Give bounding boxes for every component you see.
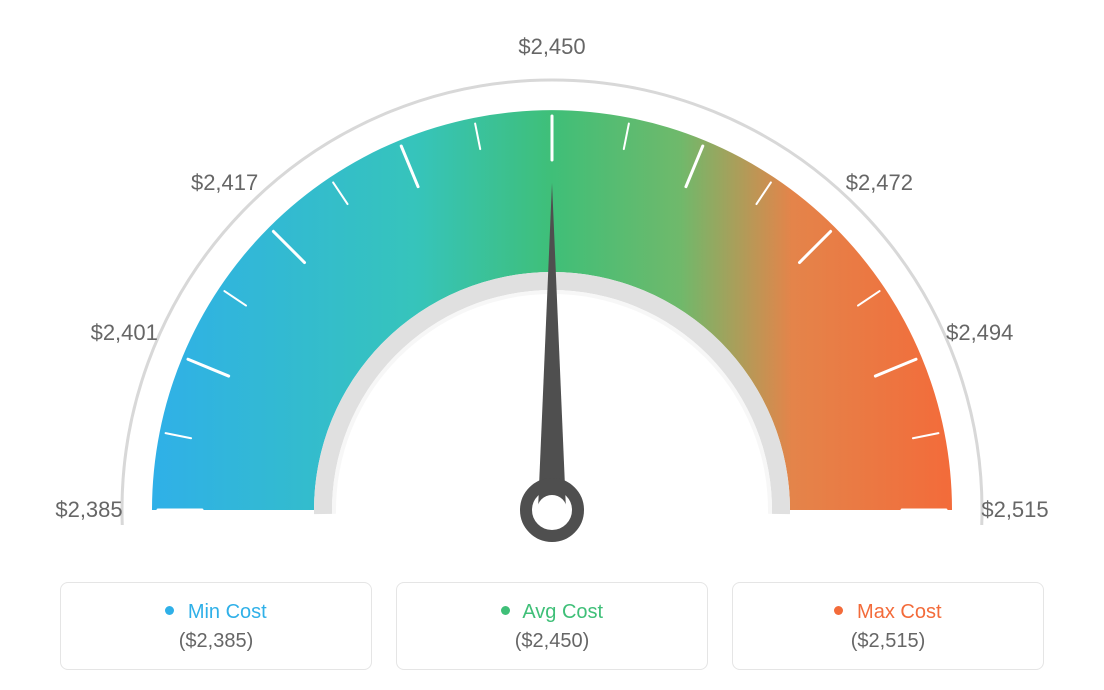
avg-cost-value: ($2,450) <box>421 630 683 653</box>
avg-cost-title: Avg Cost <box>421 601 683 624</box>
max-cost-dot <box>834 606 843 615</box>
cost-gauge: $2,385 $2,401 $2,417 $2,450 $2,472 $2,494 $2,5… <box>0 0 1104 560</box>
avg-cost-dot <box>501 606 510 615</box>
min-cost-title: Min Cost <box>85 601 347 624</box>
max-cost-label: Max Cost <box>857 601 941 623</box>
max-cost-card: Max Cost ($2,515) <box>732 582 1044 670</box>
gauge-tick-label: $2,494 <box>946 320 1013 346</box>
gauge-svg <box>0 0 1104 560</box>
min-cost-value: ($2,385) <box>85 630 347 653</box>
avg-cost-card: Avg Cost ($2,450) <box>396 582 708 670</box>
min-cost-label: Min Cost <box>188 601 267 623</box>
gauge-tick-label: $2,472 <box>846 170 913 196</box>
gauge-tick-label: $2,515 <box>981 497 1048 523</box>
max-cost-title: Max Cost <box>757 601 1019 624</box>
avg-cost-label: Avg Cost <box>522 601 603 623</box>
min-cost-dot <box>165 606 174 615</box>
gauge-tick-label: $2,417 <box>191 170 258 196</box>
cost-cards-row: Min Cost ($2,385) Avg Cost ($2,450) Max … <box>0 582 1104 670</box>
min-cost-card: Min Cost ($2,385) <box>60 582 372 670</box>
gauge-tick-label: $2,401 <box>91 320 158 346</box>
gauge-tick-label: $2,450 <box>518 34 585 60</box>
gauge-tick-label: $2,385 <box>55 497 122 523</box>
max-cost-value: ($2,515) <box>757 630 1019 653</box>
